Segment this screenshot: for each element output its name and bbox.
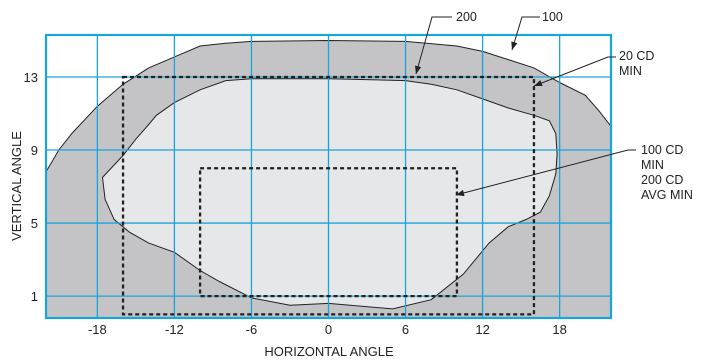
plot-frame — [44, 33, 613, 320]
callout-label-100cd-min: AVG MIN — [641, 188, 693, 202]
x-tick-label: 18 — [552, 322, 566, 337]
x-tick-label: -6 — [246, 322, 258, 337]
callout-label-100: 100 — [542, 10, 563, 24]
x-tick-label: -18 — [88, 322, 107, 337]
y-tick-label: 5 — [31, 216, 38, 231]
callout-label-200: 200 — [456, 10, 477, 24]
leader-20cd — [533, 56, 616, 87]
x-tick-label: 0 — [325, 322, 332, 337]
leader-100 — [511, 16, 540, 51]
arrowhead-20cd — [534, 80, 543, 87]
zone-100cd-min — [198, 167, 459, 298]
y-tick-label: 13 — [24, 70, 38, 85]
contour-200 — [101, 78, 558, 310]
x-tick-label: -12 — [165, 322, 184, 337]
x-axis-label: HORIZONTAL ANGLE — [264, 344, 394, 359]
leader-100cd — [455, 149, 636, 196]
leader-200 — [415, 16, 452, 75]
callout-label-20cd-min: 20 CD — [619, 49, 654, 63]
callout-label-100cd-min: 100 CD — [641, 143, 683, 157]
y-tick-label: 1 — [31, 289, 38, 304]
arrowhead-100 — [511, 41, 518, 50]
x-tick-label: 6 — [402, 322, 409, 337]
y-tick-label: 9 — [31, 143, 38, 158]
x-tick-label: 12 — [475, 322, 489, 337]
arrowhead-200 — [414, 65, 422, 74]
y-axis-label: VERTICAL ANGLE — [9, 131, 24, 241]
zone-20cd-min — [121, 75, 536, 316]
arrowhead-100cd — [456, 189, 465, 197]
callout-label-100cd-min: 200 CD — [641, 173, 683, 187]
callout-label-100cd-min: MIN — [641, 158, 664, 172]
callout-label-20cd-min: MIN — [619, 64, 642, 78]
